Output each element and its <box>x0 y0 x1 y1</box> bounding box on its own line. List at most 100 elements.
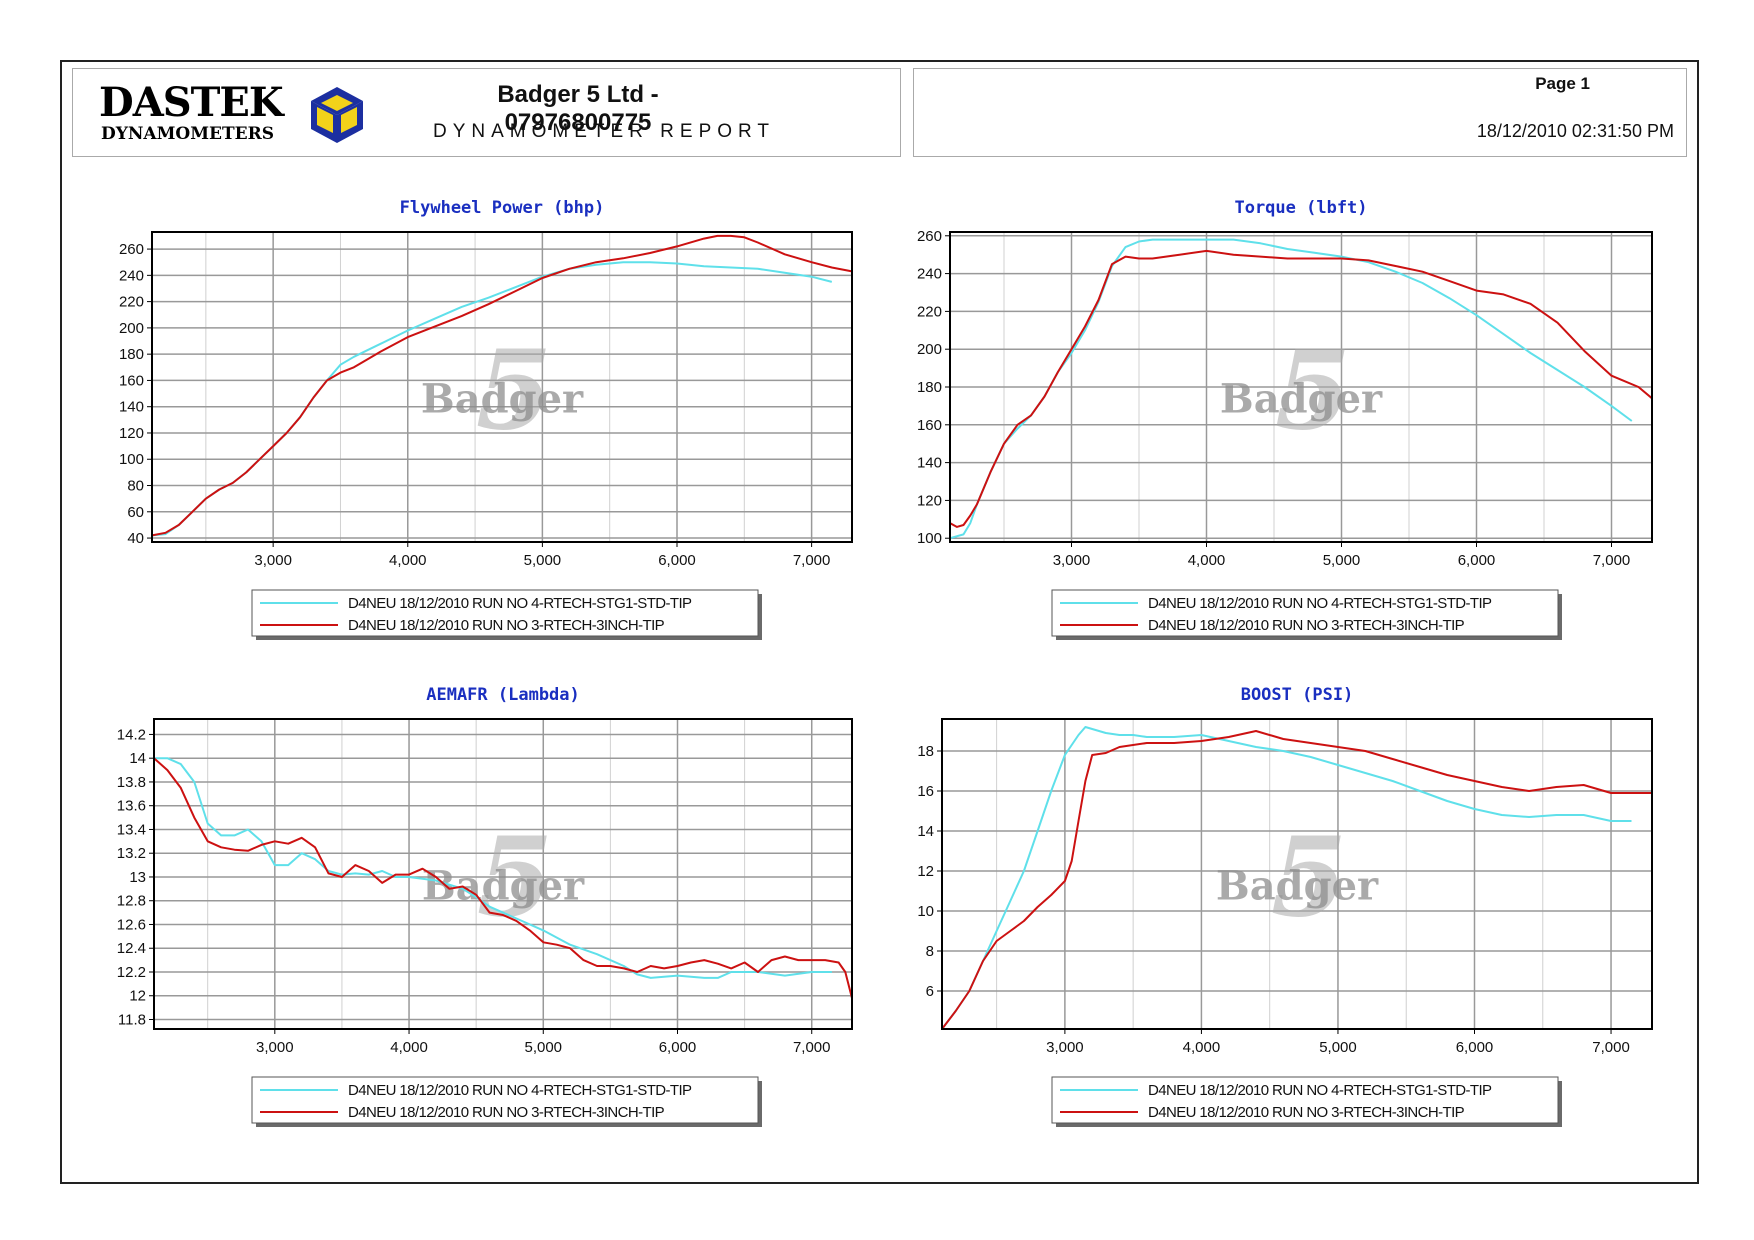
y-tick-label: 260 <box>119 241 144 258</box>
y-tick-label: 80 <box>127 478 144 495</box>
watermark-digit: 5 <box>1271 813 1348 942</box>
y-tick-label: 12.2 <box>117 964 146 981</box>
y-tick-label: 12 <box>129 988 146 1005</box>
x-tick-label: 5,000 <box>1323 552 1361 569</box>
y-tick-label: 240 <box>119 267 144 284</box>
x-tick-label: 4,000 <box>1188 552 1226 569</box>
report-header: DASTEK DYNAMOMETERS Badger 5 Ltd - 07976… <box>72 68 901 157</box>
plot-border <box>949 231 1653 543</box>
y-tick-label: 18 <box>917 743 934 760</box>
torque-chart: Torque (lbft) 3,000 4,000 5,000 6,000 7,000 10… <box>917 198 1653 640</box>
y-tick-label: 100 <box>119 451 144 468</box>
x-tick-label: 3,000 <box>254 552 292 569</box>
y-tick-label: 13 <box>129 869 146 886</box>
legend-label: D4NEU 18/12/2010 RUN NO 4-RTECH-STG1-STD… <box>348 1082 692 1099</box>
x-tick-label: 5,000 <box>524 1039 562 1056</box>
legend-label: D4NEU 18/12/2010 RUN NO 3-RTECH-3INCH-TI… <box>348 617 665 634</box>
report-timestamp: 18/12/2010 02:31:50 PM <box>1476 121 1674 141</box>
plot-border <box>153 718 853 1030</box>
chart-title: Torque (lbft) <box>1234 198 1367 218</box>
legend-label: D4NEU 18/12/2010 RUN NO 3-RTECH-3INCH-TI… <box>348 1104 665 1121</box>
plot-area <box>154 719 852 1029</box>
legend-box <box>251 589 759 637</box>
x-tick-label: 6,000 <box>659 1039 697 1056</box>
watermark-text: Badger <box>1216 863 1379 910</box>
legend-box <box>251 1076 759 1124</box>
x-tick-label: 5,000 <box>1319 1039 1357 1056</box>
cube-logo-icon <box>311 87 363 143</box>
x-tick-label: 6,000 <box>1458 552 1496 569</box>
y-tick-label: 200 <box>119 320 144 337</box>
report-frame <box>60 60 1699 1184</box>
y-tick-label: 10 <box>917 903 934 920</box>
x-tick-label: 3,000 <box>256 1039 294 1056</box>
chart-title: Flywheel Power (bhp) <box>400 198 605 218</box>
y-tick-label: 13.6 <box>117 798 146 815</box>
y-tick-label: 14.2 <box>117 726 146 743</box>
x-tick-label: 7,000 <box>1593 552 1631 569</box>
y-tick-label: 100 <box>917 530 942 547</box>
x-tick-label: 6,000 <box>658 552 696 569</box>
plot-border <box>151 231 853 543</box>
plot-area <box>152 232 852 542</box>
y-tick-label: 120 <box>119 425 144 442</box>
y-tick-label: 60 <box>127 504 144 521</box>
legend-label: D4NEU 18/12/2010 RUN NO 4-RTECH-STG1-STD… <box>1148 595 1492 612</box>
x-tick-label: 5,000 <box>524 552 562 569</box>
power-chart: Flywheel Power (bhp) 3,000 4,000 5,000 6,000… <box>119 198 853 640</box>
report-title: DYNAMOMETER REPORT <box>433 121 776 142</box>
legend-label: D4NEU 18/12/2010 RUN NO 4-RTECH-STG1-STD… <box>1148 1082 1492 1099</box>
y-tick-label: 13.2 <box>117 845 146 862</box>
y-tick-label: 140 <box>917 455 942 472</box>
y-tick-label: 13.4 <box>117 821 146 838</box>
y-tick-label: 12.6 <box>117 916 146 933</box>
page-number: Page 1 <box>1535 74 1590 93</box>
series-line-run3 <box>949 249 1653 528</box>
y-tick-label: 13.8 <box>117 774 146 791</box>
y-tick-label: 160 <box>119 372 144 389</box>
y-tick-label: 14 <box>129 750 146 767</box>
report-meta: Page 1 18/12/2010 02:31:50 PM <box>913 68 1687 157</box>
y-tick-label: 14 <box>917 823 934 840</box>
boost-chart: BOOST (PSI) 3,000 4,000 5,000 6,000 7,000 6 8 10… <box>917 685 1653 1127</box>
legend-label: D4NEU 18/12/2010 RUN NO 3-RTECH-3INCH-TI… <box>1148 617 1465 634</box>
plot-border <box>941 718 1653 1030</box>
y-tick-label: 12.8 <box>117 893 146 910</box>
x-tick-label: 3,000 <box>1053 552 1091 569</box>
x-tick-label: 7,000 <box>793 1039 831 1056</box>
plot-area <box>942 719 1652 1029</box>
y-tick-label: 240 <box>917 266 942 283</box>
x-tick-label: 7,000 <box>1592 1039 1630 1056</box>
watermark-text: Badger <box>422 863 585 910</box>
y-tick-label: 200 <box>917 341 942 358</box>
y-tick-label: 8 <box>926 943 934 960</box>
legend-label: D4NEU 18/12/2010 RUN NO 3-RTECH-3INCH-TI… <box>1148 1104 1465 1121</box>
series-line-run3 <box>941 730 1652 1030</box>
series-line-run3 <box>153 757 853 999</box>
watermark-text: Badger <box>1220 376 1383 423</box>
company-name: Badger 5 Ltd - 07976800775 <box>497 81 659 136</box>
y-tick-label: 12.4 <box>117 940 146 957</box>
y-tick-label: 220 <box>917 303 942 320</box>
series-line-run4 <box>941 726 1632 1030</box>
y-tick-label: 160 <box>917 417 942 434</box>
y-tick-label: 11.8 <box>118 1011 146 1028</box>
x-tick-label: 3,000 <box>1046 1039 1084 1056</box>
series-line-run3 <box>151 234 853 537</box>
series-line-run4 <box>154 757 832 979</box>
y-tick-label: 120 <box>917 492 942 509</box>
y-tick-label: 40 <box>127 530 144 547</box>
x-tick-label: 4,000 <box>1183 1039 1221 1056</box>
legend-box <box>1051 589 1559 637</box>
watermark-text: Badger <box>421 376 584 423</box>
x-tick-label: 6,000 <box>1456 1039 1494 1056</box>
y-tick-label: 220 <box>119 294 144 311</box>
y-tick-label: 12 <box>917 863 934 880</box>
y-tick-label: 6 <box>926 983 934 1000</box>
afr-chart: AEMAFR (Lambda) 3,000 4,000 5,000 6,000 7,000… <box>117 685 853 1127</box>
watermark-digit: 5 <box>476 326 553 455</box>
x-tick-label: 4,000 <box>390 1039 428 1056</box>
dastek-logo-subtext: DYNAMOMETERS <box>101 124 275 144</box>
watermark-digit: 5 <box>1275 326 1352 455</box>
chart-title: BOOST (PSI) <box>1241 685 1354 705</box>
